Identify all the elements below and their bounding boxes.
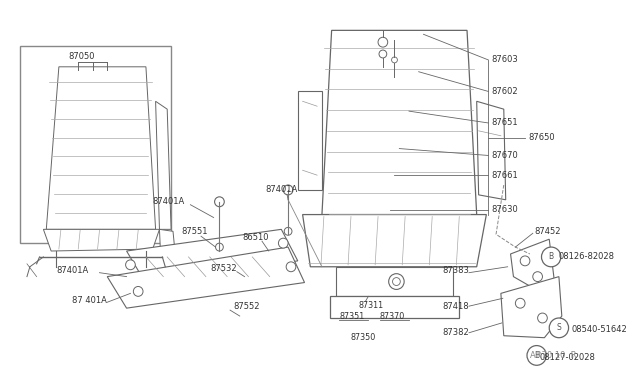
Polygon shape: [127, 230, 298, 283]
Text: AR70 10  R: AR70 10 R: [530, 351, 577, 360]
Text: B: B: [548, 253, 554, 262]
Text: 08126-82028: 08126-82028: [559, 253, 615, 262]
Circle shape: [214, 197, 224, 207]
Bar: [330, 296, 460, 318]
Text: 87383: 87383: [443, 266, 470, 275]
Text: 87418: 87418: [443, 302, 470, 311]
Text: 87401A: 87401A: [266, 185, 298, 195]
Bar: [20, 46, 171, 243]
Circle shape: [392, 57, 397, 63]
Polygon shape: [511, 239, 554, 294]
Text: 86510: 86510: [243, 233, 269, 242]
Circle shape: [125, 260, 135, 270]
Circle shape: [133, 286, 143, 296]
Text: 08127-02028: 08127-02028: [540, 353, 595, 362]
Text: 87532: 87532: [211, 264, 237, 273]
Circle shape: [378, 37, 388, 47]
Polygon shape: [44, 230, 159, 251]
Text: 87 401A: 87 401A: [72, 296, 108, 305]
Text: 87661: 87661: [492, 171, 518, 180]
Text: 87552: 87552: [233, 302, 259, 311]
Circle shape: [216, 243, 223, 251]
Text: 87630: 87630: [492, 205, 518, 214]
Text: 87551: 87551: [182, 227, 208, 236]
Text: 87602: 87602: [492, 87, 518, 96]
Text: B: B: [534, 351, 540, 360]
Circle shape: [541, 247, 561, 267]
Circle shape: [278, 238, 288, 248]
Text: 87401A: 87401A: [56, 266, 88, 275]
Polygon shape: [501, 277, 562, 338]
Circle shape: [527, 346, 547, 365]
Circle shape: [515, 298, 525, 308]
Circle shape: [284, 185, 293, 195]
Circle shape: [388, 274, 404, 289]
Polygon shape: [477, 101, 506, 200]
Text: 87311: 87311: [358, 301, 384, 310]
Polygon shape: [108, 247, 305, 308]
Circle shape: [532, 272, 543, 282]
Polygon shape: [46, 67, 156, 230]
Text: 87382: 87382: [443, 328, 470, 337]
Circle shape: [549, 318, 568, 338]
Bar: [337, 267, 452, 296]
Polygon shape: [159, 230, 175, 251]
Circle shape: [392, 278, 400, 285]
Text: 87351: 87351: [339, 311, 365, 321]
Text: 87651: 87651: [492, 118, 518, 128]
Circle shape: [538, 313, 547, 323]
Polygon shape: [298, 92, 322, 190]
Polygon shape: [156, 101, 171, 230]
Text: 87670: 87670: [492, 151, 518, 160]
Text: 87650: 87650: [528, 133, 555, 142]
Text: 87370: 87370: [380, 311, 405, 321]
Polygon shape: [322, 31, 477, 215]
Circle shape: [286, 262, 296, 272]
Text: 87350: 87350: [351, 333, 376, 342]
Circle shape: [379, 50, 387, 58]
Text: 87603: 87603: [492, 55, 518, 64]
Polygon shape: [303, 215, 486, 267]
Text: 87452: 87452: [535, 227, 561, 236]
Text: 08540-51642: 08540-51642: [572, 326, 627, 334]
Text: 87401A: 87401A: [153, 197, 185, 206]
Text: 87050: 87050: [68, 52, 95, 61]
Circle shape: [520, 256, 530, 266]
Circle shape: [284, 227, 292, 235]
Text: S: S: [557, 323, 561, 332]
